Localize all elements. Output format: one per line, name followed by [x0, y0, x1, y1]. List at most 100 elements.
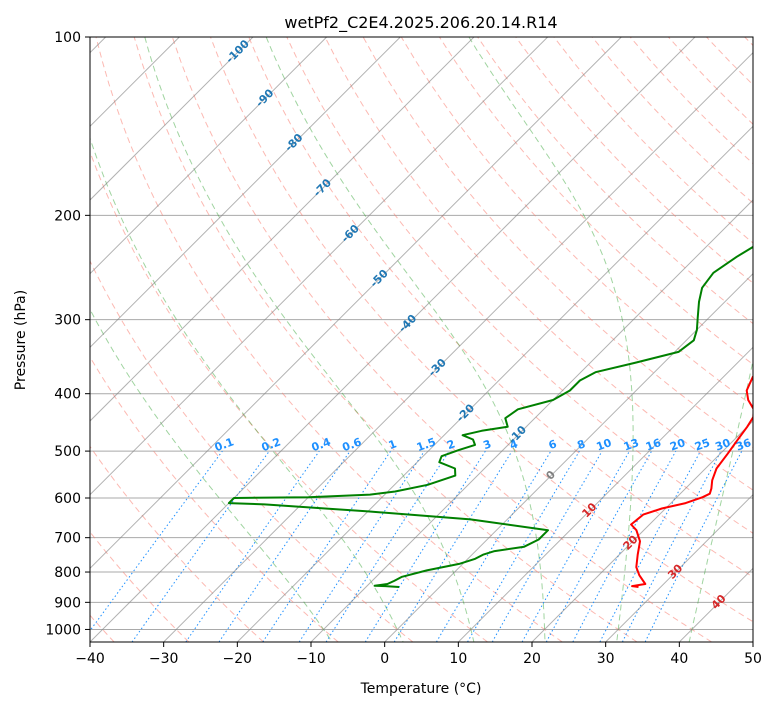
mixing-ratio-label: 0.2 [260, 435, 283, 454]
dry-adiabat [95, 37, 563, 642]
isotherm-line [163, 51, 753, 642]
dry-adiabat [90, 356, 339, 642]
dry-adiabat [324, 37, 753, 491]
isotherm-line [90, 37, 549, 496]
isotherm-line [384, 272, 753, 642]
sounding-series [227, 245, 753, 588]
mixing-ratio-label: 36 [734, 436, 753, 454]
mixing-ratio-label: 0.1 [213, 435, 236, 454]
y-tick-label: 300 [54, 313, 81, 329]
dry-adiabat [210, 37, 753, 623]
y-tick-label: 600 [54, 491, 81, 507]
dry-adiabat [515, 37, 753, 284]
x-axis-label: Temperature (°C) [360, 681, 482, 697]
y-tick-label: 200 [54, 208, 81, 224]
dry-adiabat [90, 259, 414, 642]
mixing-ratio-line [90, 450, 223, 632]
mixing-ratio-line [218, 450, 351, 642]
isotherm-line [605, 493, 753, 642]
dewpoint-line [227, 245, 753, 588]
line-labels: 0.1 0.2 0.4 0.6 1 1.5 2 3 4 6 8 10 13 16 20 25 30 36-100-… [213, 37, 753, 612]
dry-adiabat [706, 37, 753, 86]
y-axis-label: Pressure (hPa) [13, 290, 29, 390]
y-tick-label: 800 [54, 565, 81, 581]
dry-adiabat [591, 37, 753, 204]
y-tick-label: 700 [54, 531, 81, 547]
moist-adiabat [265, 37, 546, 642]
axis-ticks: −40 −30 −20 −10 0 10 20 30 40 5010020030040050060… [45, 30, 762, 667]
mixing-ratio-label: 25 [693, 436, 712, 453]
isotherm-line [531, 420, 753, 642]
y-tick-label: 500 [54, 444, 81, 460]
mixing-ratio-line [325, 450, 450, 642]
mixing-ratio-line [185, 450, 320, 642]
x-tick-label: 0 [380, 651, 389, 667]
isotherm-line [90, 37, 475, 422]
dry-adiabat [553, 37, 753, 244]
mixing-ratio-label: 10 [595, 436, 614, 454]
mixing-ratio-label: 20 [668, 436, 687, 454]
dry-adiabat [171, 37, 712, 642]
mixing-ratio-line [393, 450, 513, 642]
mixing-ratio-label: 1 [387, 437, 399, 452]
mixing-ratio-line [262, 450, 392, 642]
x-tick-label: −20 [223, 651, 253, 667]
mixing-ratio-line [572, 450, 677, 642]
chart-title: wetPf2_C2E4.2025.206.20.14.R14 [284, 13, 557, 33]
isotherm-line [236, 125, 753, 642]
x-tick-label: −40 [75, 651, 105, 667]
isotherm-line [457, 346, 753, 642]
dry-adiabat [744, 37, 753, 47]
y-tick-label: 1000 [45, 622, 81, 638]
mixing-ratio-line [644, 450, 743, 642]
moist-adiabat [90, 308, 333, 642]
dry-adiabat [286, 37, 753, 534]
dry-adiabat [90, 150, 488, 642]
x-tick-label: 40 [670, 651, 688, 667]
mixing-ratio-label: 0.4 [310, 435, 333, 454]
mixing-ratio-label: 6 [547, 437, 559, 452]
isotherm-line [752, 641, 753, 642]
mixing-ratio-label: 2 [445, 437, 457, 452]
mixing-ratio-line [521, 450, 630, 642]
background-lines [90, 37, 753, 642]
x-tick-label: 30 [597, 651, 615, 667]
moist-adiabat [688, 358, 753, 642]
mixing-ratio-line [545, 450, 653, 642]
mixing-ratio-label: 13 [622, 436, 641, 453]
moist-adiabat [90, 136, 404, 642]
moist-adiabat [144, 37, 475, 642]
mixing-ratio-label: 4 [508, 437, 520, 452]
x-tick-label: −10 [296, 651, 326, 667]
isotherm-line [90, 37, 401, 349]
mixing-ratio-line [131, 450, 270, 642]
isotherm-line [90, 37, 622, 570]
x-tick-label: 10 [449, 651, 467, 667]
isotherm-line [310, 199, 753, 642]
mixing-ratio-label: 30 [713, 436, 732, 454]
mixing-ratio-label: 3 [481, 437, 493, 452]
mixing-ratio-label: 1.5 [415, 435, 438, 454]
dry-adiabat [248, 37, 753, 578]
mixing-ratio-line [364, 450, 486, 642]
mixing-ratio-label: 0.6 [341, 435, 364, 454]
temperature-line [630, 374, 753, 588]
y-tick-label: 400 [54, 387, 81, 403]
mixing-ratio-line [298, 450, 425, 642]
mixing-ratio-line [599, 450, 701, 642]
isotherm-line [90, 37, 254, 201]
dry-adiabat [90, 445, 264, 642]
x-tick-label: 50 [744, 651, 762, 667]
x-tick-label: −30 [149, 651, 179, 667]
dry-adiabat [668, 37, 753, 125]
mixing-ratio-label: 16 [644, 436, 663, 454]
plot-frame [89, 36, 754, 643]
x-tick-label: 20 [523, 651, 541, 667]
mixing-ratio-line [435, 450, 552, 642]
mixing-ratio-label: 8 [575, 437, 587, 452]
y-tick-label: 100 [54, 30, 81, 46]
isotherm-line [90, 37, 328, 275]
dry-adiabat [133, 37, 638, 642]
y-tick-label: 900 [54, 595, 81, 611]
